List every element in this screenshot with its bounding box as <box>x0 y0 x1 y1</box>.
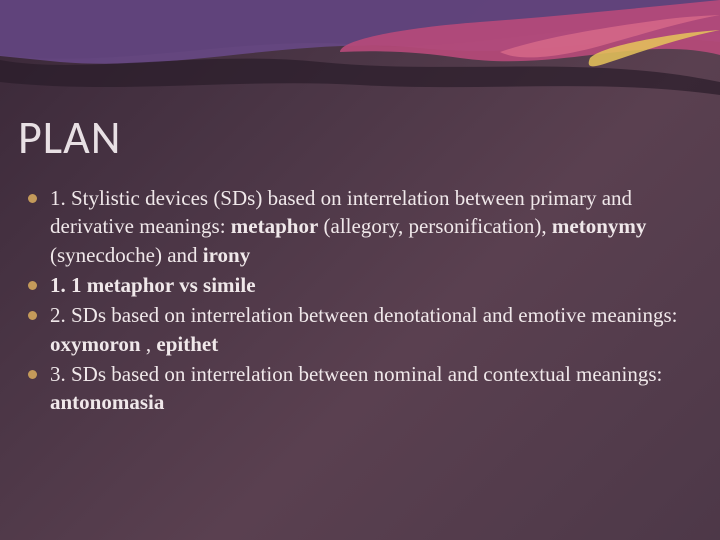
slide-content: PLAN 1. Stylistic devices (SDs) based on… <box>18 110 702 419</box>
list-item: 1. 1 metaphor vs simile <box>24 271 702 299</box>
text-segment: metonymy <box>552 214 646 238</box>
bullet-list: 1. Stylistic devices (SDs) based on inte… <box>18 184 702 417</box>
text-segment: oxymoron <box>50 332 146 356</box>
text-segment: 1. 1 metaphor vs simile <box>50 273 256 297</box>
list-item: 2. SDs based on interrelation between de… <box>24 301 702 358</box>
text-segment: antonomasia <box>50 390 164 414</box>
text-segment: irony <box>203 243 250 267</box>
decorative-header-waves <box>0 0 720 120</box>
text-segment: 2. SDs based on interrelation between de… <box>50 303 678 327</box>
slide-title: PLAN <box>18 110 702 166</box>
list-item: 3. SDs based on interrelation between no… <box>24 360 702 417</box>
text-segment: metaphor <box>231 214 319 238</box>
text-segment: , <box>146 332 157 356</box>
text-segment: (synecdoche) and <box>50 243 203 267</box>
text-segment: epithet <box>156 332 218 356</box>
wave-svg <box>0 0 720 120</box>
list-item: 1. Stylistic devices (SDs) based on inte… <box>24 184 702 269</box>
text-segment: (allegory, personification), <box>318 214 552 238</box>
text-segment: 3. SDs based on interrelation between no… <box>50 362 662 386</box>
